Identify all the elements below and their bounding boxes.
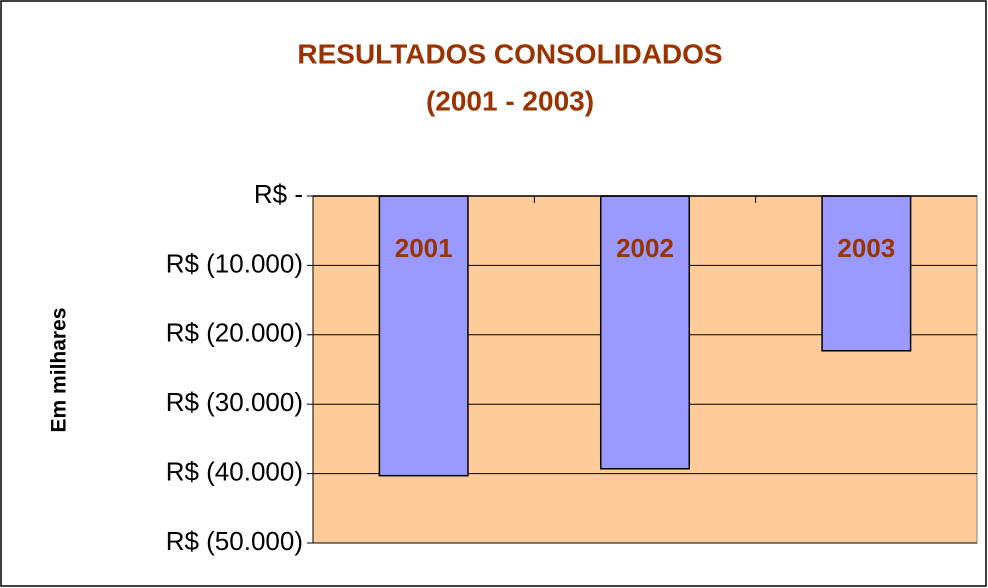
category-label: 2002 — [616, 233, 674, 263]
y-tick-label: R$ - — [254, 179, 303, 209]
chart-title: RESULTADOS CONSOLIDADOS — [297, 38, 722, 69]
category-label: 2001 — [395, 233, 453, 263]
y-tick-label: R$ (10.000) — [166, 248, 303, 278]
y-tick-label: R$ (20.000) — [166, 318, 303, 348]
y-tick-label: R$ (50.000) — [166, 526, 303, 556]
category-label: 2003 — [837, 233, 895, 263]
y-tick-label: R$ (40.000) — [166, 456, 303, 486]
bar — [378, 195, 469, 477]
chart-subtitle: (2001 - 2003) — [426, 85, 594, 116]
y-tick-label: R$ (30.000) — [166, 387, 303, 417]
bar — [599, 195, 691, 470]
y-axis-label: Em milhares — [48, 308, 71, 433]
bar — [821, 195, 912, 352]
